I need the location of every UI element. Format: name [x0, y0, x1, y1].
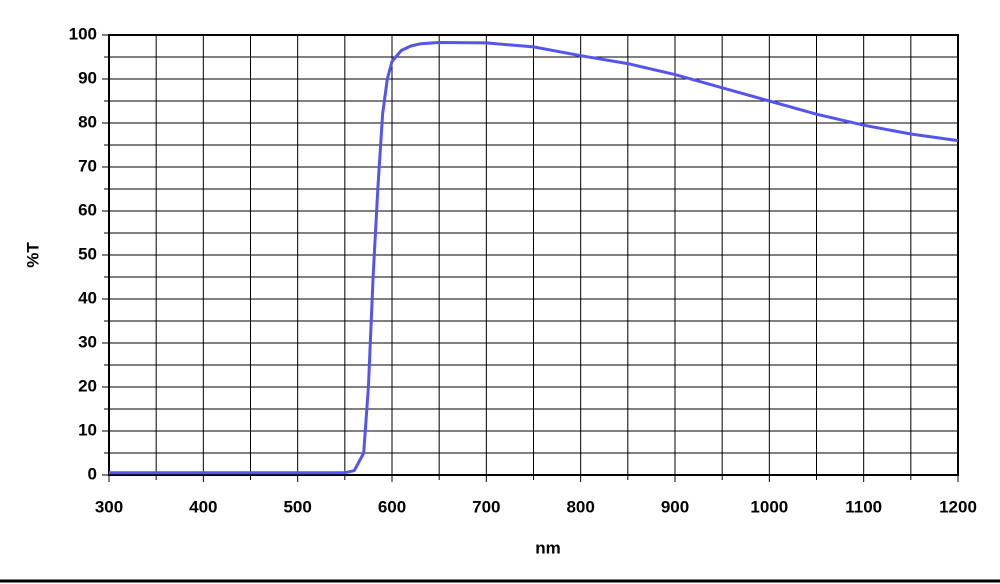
x-tick-label: 600 — [378, 497, 406, 516]
plot-frame — [108, 34, 959, 476]
x-tick-label: 400 — [189, 497, 217, 516]
y-tick-label: 60 — [78, 200, 97, 219]
y-tick-label: 80 — [78, 112, 97, 131]
y-tick-label: 40 — [78, 288, 97, 307]
y-tick-label: 70 — [78, 156, 97, 175]
x-axis-label: nm — [535, 538, 561, 557]
y-tick-label: 100 — [69, 24, 97, 43]
x-tick-label: 800 — [566, 497, 594, 516]
x-tick-label: 700 — [472, 497, 500, 516]
y-tick-label: 10 — [78, 420, 97, 439]
y-axis-label: %T — [23, 242, 42, 268]
data-line — [109, 41, 959, 475]
y-tick-label: 50 — [78, 244, 97, 263]
y-tick-label: 20 — [78, 376, 97, 395]
y-tick-label: 0 — [88, 464, 97, 483]
y-tick-label: 30 — [78, 332, 97, 351]
x-tick-label: 1100 — [845, 497, 882, 516]
x-tick-label: 1200 — [939, 497, 977, 516]
y-tick-label: 90 — [78, 68, 97, 87]
x-tick-label: 300 — [95, 497, 123, 516]
x-tick-label: 500 — [283, 497, 311, 516]
x-tick-label: 1000 — [750, 497, 788, 516]
x-tick-label: 900 — [661, 497, 689, 516]
